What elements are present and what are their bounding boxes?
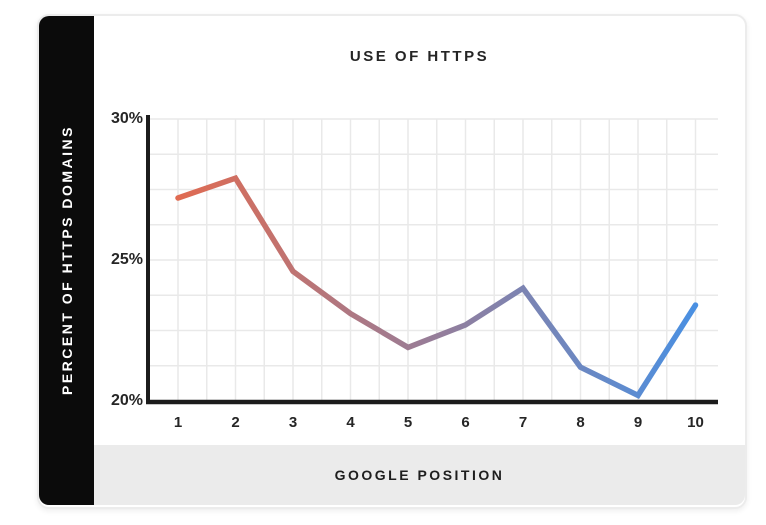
- x-axis-title: GOOGLE POSITION: [334, 467, 505, 483]
- chart-title: USE OF HTTPS: [349, 48, 490, 65]
- x-tick-label-5: 5: [403, 414, 413, 431]
- y-axis-title: PERCENT OF HTTPS DOMAINS: [58, 125, 75, 396]
- y-tick-label-25: 25%: [110, 251, 143, 268]
- x-tick-label-1: 1: [173, 414, 183, 431]
- x-axis-title-band: GOOGLE POSITION: [94, 445, 745, 505]
- line-chart: [146, 115, 718, 405]
- x-tick-label-8: 8: [576, 414, 585, 431]
- x-tick-label-6: 6: [461, 414, 470, 431]
- y-axis-title-bar: PERCENT OF HTTPS DOMAINS: [39, 16, 94, 505]
- x-tick-label-9: 9: [633, 414, 643, 431]
- x-tick-label-2: 2: [231, 414, 240, 431]
- y-tick-label-30: 30%: [110, 110, 143, 127]
- x-tick-label-7: 7: [518, 414, 528, 431]
- chart-card-inner: PERCENT OF HTTPS DOMAINS USE OF HTTPS 30…: [39, 16, 745, 505]
- x-tick-label-3: 3: [288, 414, 298, 431]
- https-usage-line: [175, 174, 699, 399]
- grid-lines: [148, 118, 718, 402]
- x-tick-label-4: 4: [346, 414, 355, 431]
- x-tick-label-10: 10: [687, 414, 704, 431]
- chart-card: PERCENT OF HTTPS DOMAINS USE OF HTTPS 30…: [37, 14, 747, 509]
- y-tick-label-20: 20%: [110, 392, 143, 409]
